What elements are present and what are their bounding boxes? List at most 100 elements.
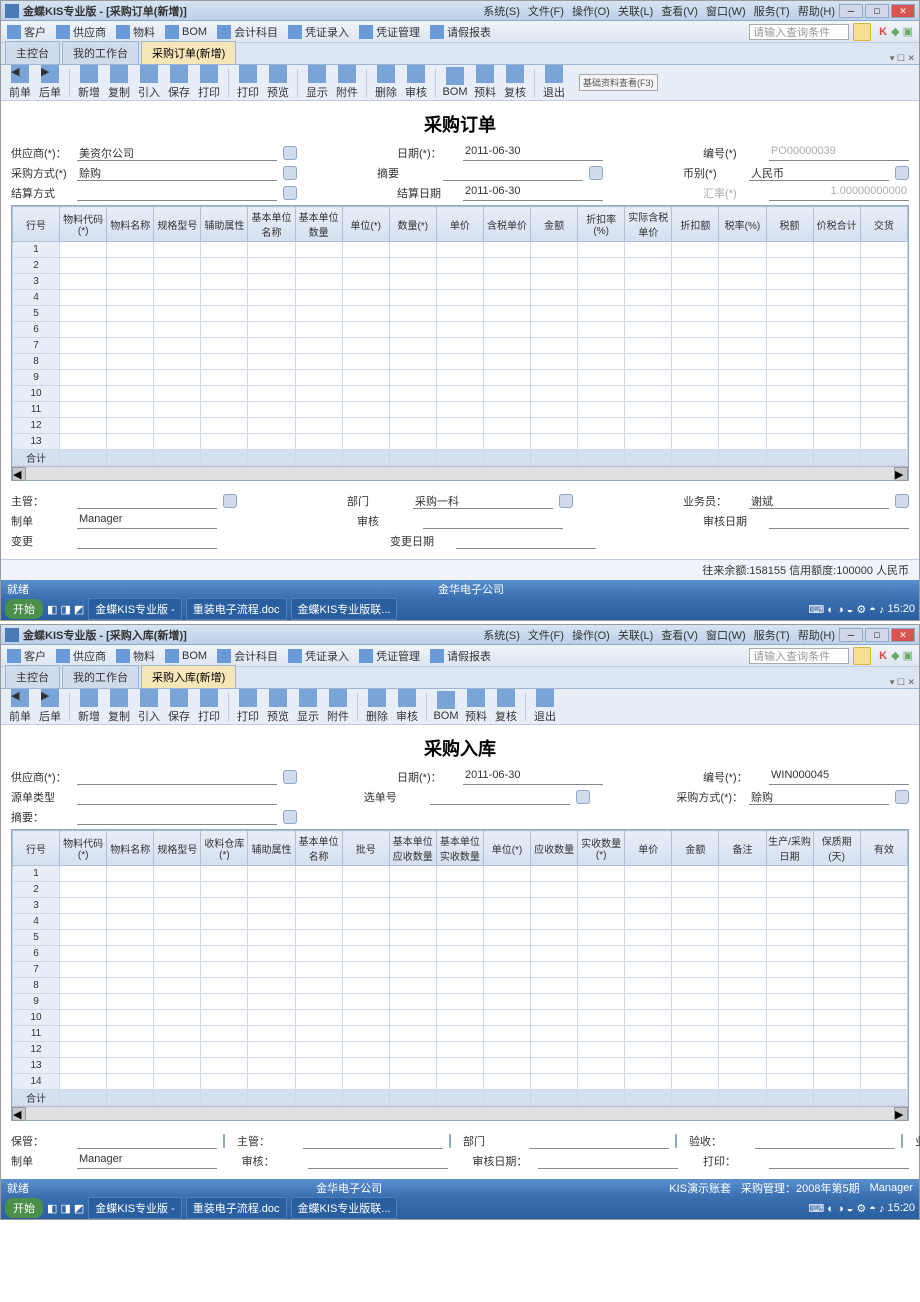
grid-cell[interactable] — [860, 402, 907, 418]
grid-cell[interactable] — [813, 306, 860, 322]
grid-cell[interactable] — [248, 258, 295, 274]
grid-cell[interactable] — [578, 322, 625, 338]
tb-exit[interactable]: 退出 — [541, 65, 567, 100]
grid-cell[interactable] — [107, 418, 154, 434]
grid-cell[interactable] — [295, 402, 342, 418]
grid-cell[interactable] — [766, 258, 813, 274]
grid-cell[interactable] — [436, 274, 483, 290]
grid-cell[interactable] — [342, 274, 389, 290]
grid-cell[interactable] — [578, 434, 625, 450]
grid-header[interactable]: 基本单位名称 — [248, 207, 295, 242]
close-button[interactable]: ✕ — [891, 4, 915, 18]
grid-cell[interactable] — [389, 258, 436, 274]
grid-cell[interactable] — [248, 1042, 295, 1058]
supplier-field[interactable]: 美资尔公司 — [77, 145, 277, 161]
quicklaunch[interactable]: ◧ ◨ ◩ — [47, 603, 84, 616]
grid-cell[interactable] — [531, 242, 578, 258]
grid-cell[interactable] — [860, 338, 907, 354]
grid-cell[interactable] — [60, 1058, 107, 1074]
method-field[interactable]: 赊购 — [749, 789, 889, 805]
table-row[interactable]: 8 — [13, 978, 908, 994]
tb-import[interactable]: 引入 — [136, 65, 162, 100]
menu-item[interactable]: 帮助(H) — [798, 627, 835, 643]
grid-header[interactable]: 备注 — [719, 831, 766, 866]
grid-cell[interactable] — [813, 866, 860, 882]
search-button[interactable] — [853, 23, 871, 41]
grid-cell[interactable] — [201, 434, 248, 450]
table-row[interactable]: 14 — [13, 1074, 908, 1090]
grid-cell[interactable] — [766, 434, 813, 450]
grid-cell[interactable] — [625, 386, 672, 402]
grid-cell[interactable] — [766, 1042, 813, 1058]
grid-cell[interactable] — [483, 338, 530, 354]
grid-cell[interactable] — [578, 946, 625, 962]
grid-cell[interactable] — [860, 242, 907, 258]
grid-cell[interactable] — [719, 962, 766, 978]
grid-cell[interactable] — [860, 370, 907, 386]
grid-cell[interactable] — [860, 946, 907, 962]
grid-cell[interactable] — [201, 386, 248, 402]
grid-cell[interactable] — [672, 274, 719, 290]
grid-cell[interactable] — [436, 322, 483, 338]
grid-cell[interactable] — [813, 930, 860, 946]
grid-cell[interactable] — [295, 1042, 342, 1058]
grid-cell[interactable] — [342, 386, 389, 402]
grid-cell[interactable] — [248, 354, 295, 370]
grid-cell[interactable] — [154, 354, 201, 370]
grid-cell[interactable] — [154, 1074, 201, 1090]
grid-cell[interactable] — [248, 994, 295, 1010]
grid-cell[interactable] — [201, 370, 248, 386]
grid-cell[interactable] — [483, 370, 530, 386]
grid-cell[interactable] — [295, 370, 342, 386]
grid-cell[interactable] — [719, 930, 766, 946]
grid-cell[interactable] — [625, 434, 672, 450]
grid-cell[interactable] — [719, 290, 766, 306]
grid-cell[interactable] — [436, 354, 483, 370]
grid-cell[interactable] — [60, 290, 107, 306]
grid-cell[interactable] — [389, 370, 436, 386]
grid-cell[interactable] — [531, 386, 578, 402]
grid-cell[interactable] — [107, 1010, 154, 1026]
grid-cell[interactable] — [342, 354, 389, 370]
grid-cell[interactable] — [860, 898, 907, 914]
ribbon-material[interactable]: 物料 — [116, 648, 155, 664]
grid-cell[interactable] — [389, 914, 436, 930]
grid-header[interactable]: 规格型号 — [154, 207, 201, 242]
grid-cell[interactable] — [154, 418, 201, 434]
grid-cell[interactable] — [60, 274, 107, 290]
summary-picker[interactable] — [283, 810, 297, 824]
table-row[interactable]: 4 — [13, 290, 908, 306]
search-button[interactable] — [853, 647, 871, 665]
tb-delete[interactable]: 删除 — [364, 689, 390, 724]
grid-cell[interactable] — [342, 1042, 389, 1058]
grid-cell[interactable] — [107, 386, 154, 402]
grid-cell[interactable] — [578, 354, 625, 370]
grid-cell[interactable] — [295, 386, 342, 402]
grid-cell[interactable] — [672, 1074, 719, 1090]
grid-cell[interactable] — [107, 1058, 154, 1074]
grid-cell[interactable] — [672, 930, 719, 946]
tb-save[interactable]: 保存 — [166, 65, 192, 100]
grid-cell[interactable] — [813, 274, 860, 290]
ribbon-voucher-mgr[interactable]: 凭证管理 — [359, 24, 420, 40]
grid-cell[interactable] — [436, 978, 483, 994]
grid-cell[interactable] — [389, 322, 436, 338]
dept-picker[interactable] — [559, 494, 573, 508]
grid-cell[interactable] — [295, 930, 342, 946]
grid-cell[interactable] — [813, 418, 860, 434]
grid-cell[interactable] — [483, 962, 530, 978]
grid-cell[interactable] — [531, 930, 578, 946]
settledate-field[interactable]: 2011-06-30 — [463, 185, 603, 201]
grid-cell[interactable] — [625, 402, 672, 418]
grid-header[interactable]: 辅助属性 — [201, 207, 248, 242]
grid-cell[interactable] — [154, 946, 201, 962]
grid-cell[interactable] — [60, 882, 107, 898]
grid-cell[interactable] — [766, 930, 813, 946]
grid-cell[interactable] — [436, 258, 483, 274]
tb-delete[interactable]: 删除 — [373, 65, 399, 100]
grid-cell[interactable] — [860, 882, 907, 898]
grid-cell[interactable] — [625, 1010, 672, 1026]
table-row[interactable]: 9 — [13, 994, 908, 1010]
grid-cell[interactable] — [625, 962, 672, 978]
grid-cell[interactable] — [107, 306, 154, 322]
